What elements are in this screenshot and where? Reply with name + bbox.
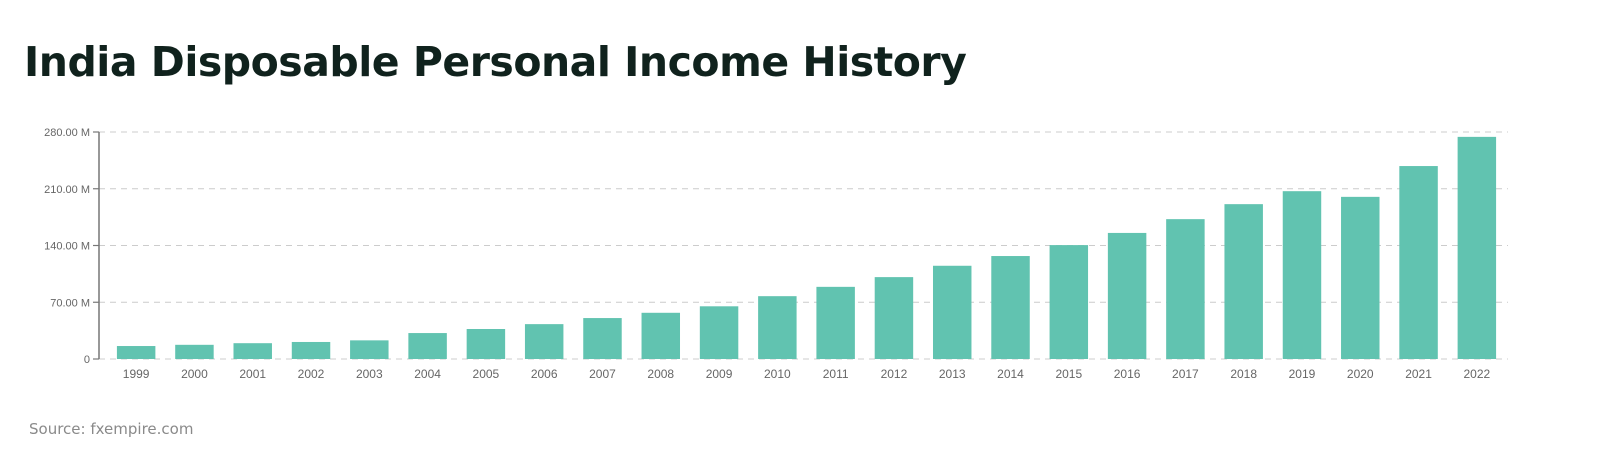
x-tick-label: 2008 [647,367,674,381]
x-tick-label: 2004 [414,367,441,381]
x-tick-label: 2002 [298,367,325,381]
x-tick-label: 2006 [531,367,558,381]
bar-1999 [116,346,156,359]
bar-2007 [583,318,622,359]
bar-2011 [816,286,855,359]
x-tick-label: 2014 [997,367,1024,381]
x-tick-label: 2013 [939,367,966,381]
x-tick-label: 2022 [1464,367,1491,381]
x-tick-label: 2015 [1055,367,1082,381]
bar-2019 [1282,191,1322,359]
x-tick-label: 1999 [123,367,150,381]
x-tick-label: 2009 [706,367,733,381]
bar-2006 [524,324,564,359]
x-axis-labels: 1999 2000 2001 2002 2003 2004 2005 2006 2007 2008… [123,367,1491,381]
bar-2014 [991,256,1030,359]
y-tick-label: 0 [84,354,90,366]
bar-2005 [466,329,506,359]
bar-2016 [1107,232,1147,359]
chart-title: India Disposable Personal Income History [24,38,967,86]
x-tick-label: 2017 [1172,367,1199,381]
y-tick-label: 280.00 M [44,127,90,139]
y-tick-label: 70.00 M [50,297,90,309]
x-tick-label: 2011 [823,367,849,381]
bar-2000 [175,344,214,359]
bar-2009 [699,306,739,359]
x-tick-label: 2003 [356,367,383,381]
bar-2012 [874,277,914,359]
bar-2020 [1341,196,1380,359]
bar-2018 [1224,204,1263,359]
bars [116,136,1497,359]
y-tick-label: 210.00 M [44,184,90,196]
bar-2017 [1166,219,1205,359]
bar-2015 [1049,245,1089,359]
x-tick-label: 2000 [181,367,208,381]
gridlines [99,131,1508,360]
bar-2013 [932,265,972,359]
bar-2001 [233,343,272,359]
bar-2008 [641,312,681,359]
x-tick-label: 2018 [1230,367,1257,381]
x-tick-label: 2007 [589,367,616,381]
x-tick-label: 2010 [764,367,791,381]
bar-2002 [291,341,331,359]
bar-2003 [350,340,389,359]
x-tick-label: 2001 [239,367,266,381]
y-tick-label: 140.00 M [44,241,90,253]
x-tick-label: 2005 [473,367,500,381]
source-note: Source: fxempire.com [29,420,194,438]
bar-2021 [1399,166,1438,359]
x-tick-label: 2016 [1114,367,1141,381]
x-tick-label: 2019 [1289,367,1316,381]
y-axis: 0 70.00 M 140.00 M 210.00 M 280.00 M [44,127,100,366]
bar-2010 [758,296,797,359]
x-tick-label: 2012 [881,367,908,381]
x-tick-label: 2020 [1347,367,1374,381]
x-tick-label: 2021 [1405,367,1432,381]
bar-2022 [1457,136,1497,359]
bar-2004 [408,333,447,359]
